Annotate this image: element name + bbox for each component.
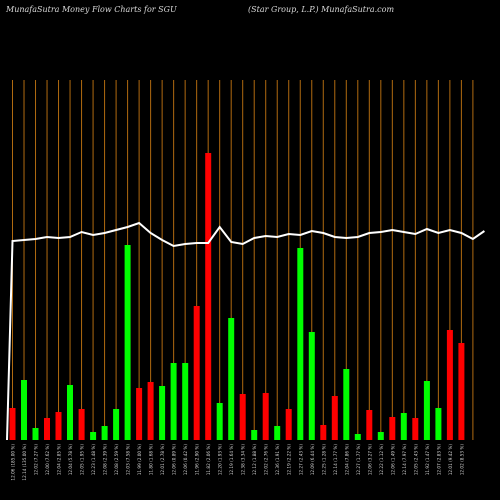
bar bbox=[297, 248, 304, 440]
x-tick-label: 12.03 (7.58 %) bbox=[126, 444, 131, 476]
bar bbox=[285, 409, 292, 440]
x-tick-label: 12.27 (1.77 %) bbox=[356, 444, 361, 476]
bar bbox=[308, 332, 315, 440]
x-tick-label: 12.06 (0.89 %) bbox=[172, 444, 177, 476]
chart-subtitle: (Star Group, L.P.) MunafaSutra.com bbox=[248, 5, 395, 14]
bar bbox=[101, 426, 108, 440]
x-tick-label: 12.00 (7.62 %) bbox=[45, 444, 50, 476]
x-tick-label: 12.38 (3.34 %) bbox=[241, 444, 246, 476]
x-tick-label: 12.05 (2.43 %) bbox=[413, 444, 418, 476]
x-tick-label: 12.06 (185.00 %) bbox=[11, 444, 16, 481]
x-tick-label: 12.14 (7.97 %) bbox=[402, 444, 407, 476]
bar bbox=[9, 408, 16, 440]
x-tick-label: 12.36 (1.91 %) bbox=[275, 444, 280, 476]
x-tick-label: 12.04 (7.86 %) bbox=[344, 444, 349, 476]
bar bbox=[366, 410, 373, 440]
x-tick-label: 11.99 (2.00 %) bbox=[137, 444, 142, 476]
x-tick-label: 12.25 (1.28 %) bbox=[321, 444, 326, 476]
x-tick-label: 12.02 (7.27 %) bbox=[34, 444, 39, 476]
bar bbox=[377, 432, 384, 440]
x-tick-label: 12.06 (0.42 %) bbox=[183, 444, 188, 476]
x-tick-label: 12.14 (1.77 %) bbox=[333, 444, 338, 476]
x-tick-label: 11.82 (2.06 %) bbox=[206, 444, 211, 476]
x-tick-label: 12.02 (2.76 %) bbox=[264, 444, 269, 476]
bar bbox=[170, 363, 177, 440]
x-tick-label: 11.80 (1.68 %) bbox=[149, 444, 154, 476]
bar bbox=[320, 425, 327, 440]
bar bbox=[331, 396, 338, 440]
bar bbox=[113, 409, 120, 440]
x-tick-label: 12.07 (2.83 %) bbox=[436, 444, 441, 476]
bar bbox=[44, 418, 50, 440]
bar bbox=[262, 393, 269, 440]
bar bbox=[78, 409, 85, 440]
bar bbox=[124, 245, 131, 440]
x-tick-label: 12.01 (9.42 %) bbox=[448, 444, 453, 476]
x-tick-label: 12.14 (135.00 %) bbox=[22, 444, 27, 481]
bar bbox=[458, 343, 465, 440]
bar bbox=[21, 380, 27, 440]
bar bbox=[423, 381, 430, 440]
bar bbox=[343, 369, 350, 440]
x-tick-label: 12.08 (2.39 %) bbox=[103, 444, 108, 476]
bar bbox=[228, 318, 235, 440]
bar bbox=[90, 432, 97, 440]
x-tick-label: 12.12 (1.88 %) bbox=[252, 444, 257, 476]
x-tick-label: 12.19 (2.22 %) bbox=[287, 444, 292, 476]
bar bbox=[32, 428, 39, 440]
bar bbox=[205, 153, 212, 440]
bar bbox=[136, 388, 143, 440]
bar bbox=[67, 385, 73, 440]
x-tick-label: 12.20 (1.93 %) bbox=[218, 444, 223, 476]
bar bbox=[216, 403, 223, 440]
bar bbox=[389, 417, 396, 440]
x-tick-label: 12.02 (8.53 %) bbox=[459, 444, 464, 476]
bar bbox=[400, 413, 407, 440]
x-tick-label: 12.06 (1.49 %) bbox=[390, 444, 395, 476]
bar bbox=[239, 394, 246, 440]
price-line bbox=[6, 221, 485, 441]
bar bbox=[55, 412, 62, 440]
bar bbox=[159, 386, 166, 440]
x-tick-label: 12.06 (3.27 %) bbox=[367, 444, 372, 476]
x-tick-label: 11.92 (1.47 %) bbox=[425, 444, 430, 476]
bar bbox=[193, 306, 200, 440]
x-tick-label: 12.04 (2.85 %) bbox=[57, 444, 62, 476]
x-tick-label: 12.08 (2.59 %) bbox=[114, 444, 119, 476]
bar bbox=[274, 426, 281, 440]
bar bbox=[412, 418, 419, 440]
x-tick-label: 12.04 (5.78 %) bbox=[68, 444, 73, 476]
bar bbox=[354, 434, 361, 440]
bar bbox=[147, 382, 154, 440]
x-tick-label: 11.96 (2.90 %) bbox=[195, 444, 200, 476]
x-tick-label: 12.27 (2.43 %) bbox=[298, 444, 303, 476]
chart-title: MunafaSutra Money Flow Charts for SGU bbox=[6, 5, 177, 14]
bar bbox=[182, 363, 189, 440]
x-tick-label: 12.23 (1.48 %) bbox=[91, 444, 96, 476]
x-tick-label: 12.05 (1.95 %) bbox=[80, 444, 85, 476]
x-tick-label: 12.22 (1.12 %) bbox=[379, 444, 384, 476]
x-tick-label: 12.01 (2.78 %) bbox=[160, 444, 165, 476]
bar bbox=[446, 330, 453, 440]
bar bbox=[251, 430, 258, 440]
bar bbox=[435, 408, 442, 440]
x-tick-label: 12.19 (1.64 %) bbox=[229, 444, 234, 476]
x-tick-label: 12.09 (6.44 %) bbox=[310, 444, 315, 476]
